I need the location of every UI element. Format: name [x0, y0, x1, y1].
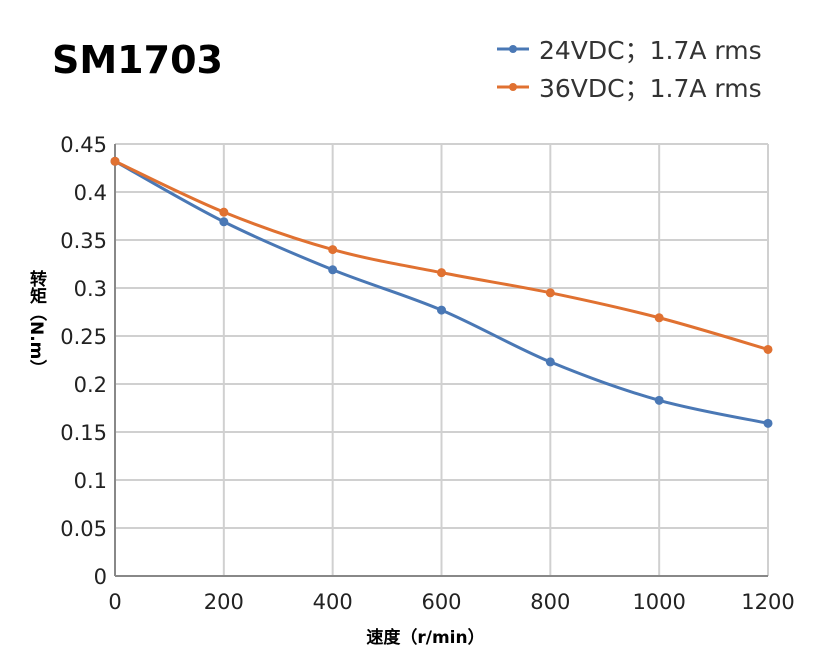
x-axis-label: 速度（r/min）: [366, 628, 485, 648]
y-tick-label: 0.05: [60, 517, 107, 541]
y-tick-label: 0.1: [74, 469, 107, 493]
data-point: [437, 305, 446, 315]
data-point: [545, 357, 555, 367]
y-tick-label: 0: [94, 565, 107, 589]
x-tick-label: 200: [204, 590, 244, 614]
x-tick-label: 0: [108, 590, 121, 614]
data-point: [110, 156, 120, 166]
legend: 24VDC；1.7A rms 36VDC；1.7A rms: [495, 30, 762, 106]
data-point: [328, 265, 338, 275]
data-point: [654, 313, 664, 323]
legend-label: 36VDC；1.7A rms: [539, 74, 762, 103]
data-point: [219, 217, 229, 227]
x-tick-label: 600: [421, 590, 461, 614]
y-tick-label: 0.3: [74, 277, 107, 301]
x-tick-label: 400: [313, 590, 353, 614]
legend-item-36vdc: 36VDC；1.7A rms: [495, 68, 762, 106]
y-tick-label: 0.4: [74, 181, 107, 205]
x-tick-label: 1000: [632, 590, 685, 614]
chart-title: SM1703: [52, 38, 223, 82]
x-tick-label: 1200: [741, 590, 794, 614]
data-point: [545, 288, 555, 298]
data-point: [437, 268, 446, 278]
x-tick-label: 800: [530, 590, 570, 614]
y-tick-label: 0.35: [60, 229, 107, 253]
data-point: [763, 418, 773, 428]
data-point: [219, 207, 229, 217]
y-tick-label: 0.15: [60, 421, 107, 445]
legend-label: 24VDC；1.7A rms: [539, 36, 762, 65]
data-point: [654, 395, 664, 405]
legend-item-24vdc: 24VDC；1.7A rms: [495, 30, 762, 68]
y-axis-label: 转矩（N.m）: [26, 270, 46, 377]
y-tick-label: 0.2: [74, 373, 107, 397]
y-tick-label: 0.25: [60, 325, 107, 349]
data-point: [763, 344, 773, 354]
y-tick-label: 0.45: [60, 133, 107, 157]
data-point: [328, 245, 338, 255]
